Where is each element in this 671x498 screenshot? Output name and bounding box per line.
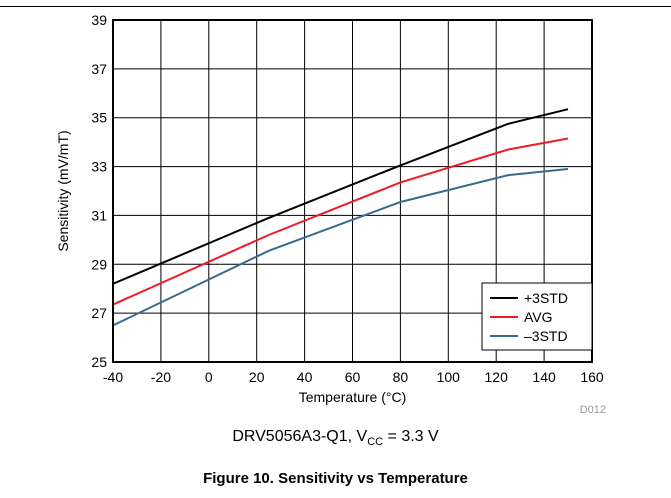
series-layer [112, 108, 569, 327]
x-tick-label: 80 [393, 369, 409, 385]
top-rule [0, 6, 671, 7]
figure-code: D012 [580, 404, 606, 416]
x-tick-label: 120 [485, 369, 509, 385]
x-tick-label: 140 [532, 369, 556, 385]
caption-suffix: = 3.3 V [383, 428, 439, 445]
caption-subscript: CC [367, 436, 384, 449]
x-tick-labels: -40 -20 0 20 40 60 80 100 120 140 160 [103, 369, 604, 385]
x-tick-label: 40 [297, 369, 313, 385]
legend-label-0: +3STD [524, 290, 568, 306]
series-line-0 [112, 108, 569, 285]
series-line-2 [112, 168, 569, 327]
y-tick-labels: 25 27 29 31 33 35 37 39 [91, 12, 107, 370]
legend: +3STD AVG –3STD [481, 282, 593, 351]
x-axis-label: Temperature (°C) [299, 389, 407, 405]
caption-prefix: DRV5056A3-Q1, V [232, 428, 368, 445]
chart-caption: DRV5056A3-Q1, VCC = 3.3 V [0, 428, 671, 448]
y-tick-label: 29 [91, 256, 107, 272]
x-tick-label: -20 [151, 369, 171, 385]
y-tick-label: 27 [91, 305, 107, 321]
legend-label-2: –3STD [524, 328, 568, 344]
y-tick-label: 39 [91, 12, 107, 28]
plot-frame [112, 19, 593, 363]
x-tick-label: 100 [437, 369, 461, 385]
sensitivity-chart: -40 -20 0 20 40 60 80 100 120 140 160 25 27 29 31 33 35… [55, 12, 606, 416]
x-tick-label: 20 [249, 369, 265, 385]
y-tick-label: 33 [91, 159, 107, 175]
y-tick-label: 35 [91, 110, 107, 126]
legend-label-1: AVG [524, 309, 553, 325]
x-tick-label: -40 [103, 369, 123, 385]
y-tick-label: 31 [91, 207, 107, 223]
y-tick-label: 37 [91, 61, 107, 77]
x-tick-label: 60 [345, 369, 361, 385]
x-tick-label: 0 [205, 369, 213, 385]
y-axis-label: Sensitivity (mV/mT) [55, 130, 71, 251]
y-tick-label: 25 [91, 354, 107, 370]
figure-title: Figure 10. Sensitivity vs Temperature [203, 470, 468, 487]
series-line-1 [112, 137, 569, 306]
x-tick-label: 160 [580, 369, 604, 385]
